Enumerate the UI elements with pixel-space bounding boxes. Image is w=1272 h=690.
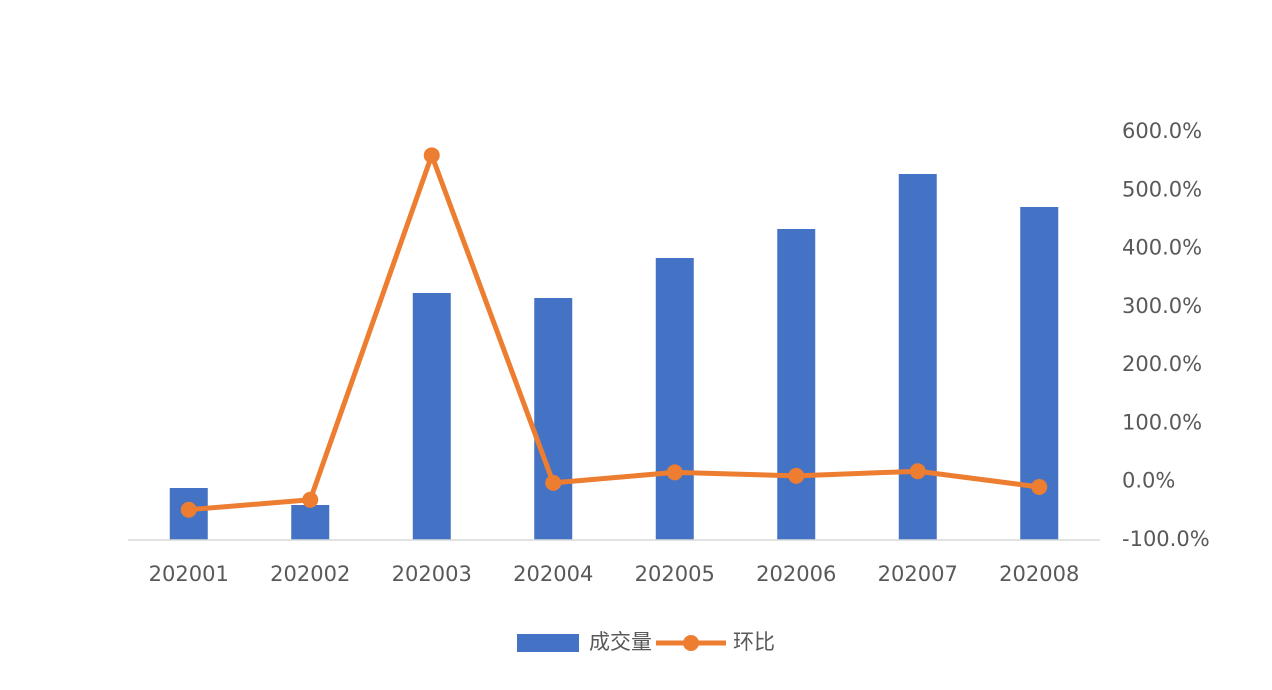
y2-tick-label: 600.0% [1122, 119, 1202, 143]
bar [777, 229, 816, 540]
line-point [666, 464, 683, 481]
x-tick-label: 202003 [392, 562, 472, 586]
bar [898, 174, 937, 540]
x-tick-label: 202006 [756, 562, 836, 586]
legend-swatch [517, 634, 579, 652]
y2-tick-label: 100.0% [1122, 410, 1202, 434]
x-tick-label: 202008 [999, 562, 1079, 586]
x-tick-label: 202005 [635, 562, 715, 586]
y2-tick-label: 300.0% [1122, 294, 1202, 318]
bar [291, 505, 330, 540]
line-point [180, 501, 197, 518]
bar [534, 298, 573, 540]
line-point [423, 147, 440, 164]
y2-tick-label: 0.0% [1122, 469, 1175, 493]
x-tick-label: 202004 [513, 562, 593, 586]
bar [655, 258, 694, 540]
legend-label: 环比 [733, 630, 775, 654]
bar [412, 293, 451, 540]
y2-tick-label: 400.0% [1122, 236, 1202, 260]
legend-swatch [683, 635, 699, 651]
line-point [788, 467, 805, 484]
line-point [1031, 478, 1048, 495]
x-tick-label: 202007 [878, 562, 958, 586]
x-tick-label: 202002 [270, 562, 350, 586]
y2-tick-label: -100.0% [1122, 527, 1210, 551]
y2-tick-label: 200.0% [1122, 352, 1202, 376]
line-point [545, 474, 562, 491]
line-point [302, 491, 319, 508]
line [188, 152, 1040, 513]
y2-tick-label: 500.0% [1122, 177, 1202, 201]
legend-label: 成交量 [589, 630, 652, 654]
x-tick-label: 202001 [149, 562, 229, 586]
line-point [909, 463, 926, 480]
